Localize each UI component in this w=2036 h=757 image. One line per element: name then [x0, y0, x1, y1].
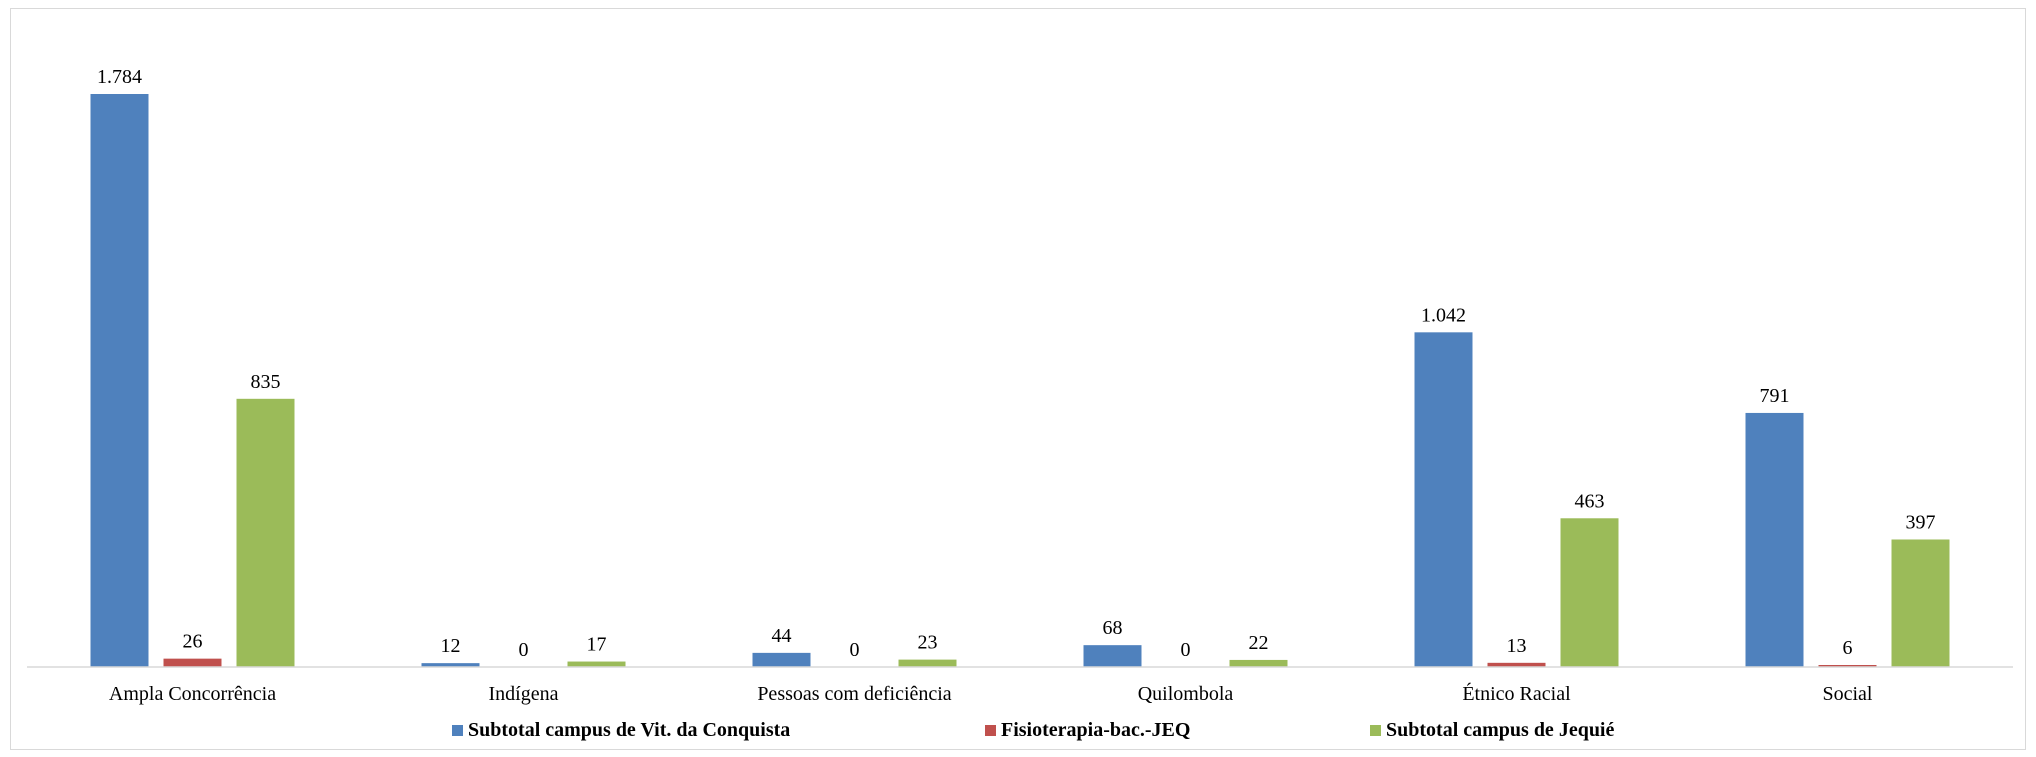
bar [236, 398, 295, 667]
legend-label: Subtotal campus de Vit. da Conquista [468, 719, 790, 741]
bar [1818, 665, 1877, 667]
data-label: 12 [441, 635, 461, 657]
data-label: 0 [1181, 639, 1191, 661]
bar [421, 663, 480, 667]
bar [1414, 332, 1473, 667]
data-label: 463 [1575, 490, 1605, 512]
data-label: 397 [1906, 511, 1936, 533]
bar [90, 94, 149, 667]
data-label: 835 [251, 371, 281, 393]
data-label: 68 [1103, 617, 1123, 639]
bar [898, 659, 957, 667]
category-label: Ampla Concorrência [109, 683, 276, 705]
bar [1891, 539, 1950, 667]
data-label: 23 [918, 632, 938, 654]
legend-swatch [452, 725, 463, 736]
category-label: Pessoas com deficiência [757, 683, 951, 705]
value-labels-layer: 1.784 26 835 12 0 17 44 0 23 68 0 22 1.042 13 463 791 6 3… [97, 66, 1936, 661]
data-label: 44 [772, 625, 792, 647]
data-label: 13 [1507, 635, 1527, 657]
data-label: 17 [587, 634, 607, 656]
data-label: 6 [1843, 637, 1853, 659]
legend: Subtotal campus de Vit. da Conquista Fisi… [452, 719, 1614, 741]
bars-layer [90, 94, 1950, 667]
legend-label: Fisioterapia-bac.-JEQ [1001, 719, 1190, 741]
data-label: 0 [850, 639, 860, 661]
bar [752, 652, 811, 667]
data-label: 791 [1760, 385, 1790, 407]
bar [1229, 659, 1288, 667]
bar [1083, 645, 1142, 667]
bar [1560, 518, 1619, 667]
data-label: 26 [183, 631, 203, 653]
category-labels-layer: Ampla Concorrência Indígena Pessoas com de… [109, 682, 1873, 705]
data-label: 22 [1249, 632, 1269, 654]
data-label: 0 [519, 639, 529, 661]
data-label: 1.042 [1421, 304, 1466, 326]
bar [1745, 412, 1804, 667]
bar [1487, 662, 1546, 667]
bar [567, 661, 626, 667]
data-label: 1.784 [97, 66, 142, 88]
category-label: Étnico Racial [1462, 682, 1571, 705]
legend-swatch [1370, 725, 1381, 736]
category-label: Social [1823, 683, 1873, 705]
category-label: Indígena [489, 683, 559, 705]
legend-swatch [985, 725, 996, 736]
legend-label: Subtotal campus de Jequié [1386, 719, 1614, 741]
category-label: Quilombola [1138, 683, 1234, 705]
chart-frame [10, 8, 2026, 750]
bar [163, 658, 222, 667]
